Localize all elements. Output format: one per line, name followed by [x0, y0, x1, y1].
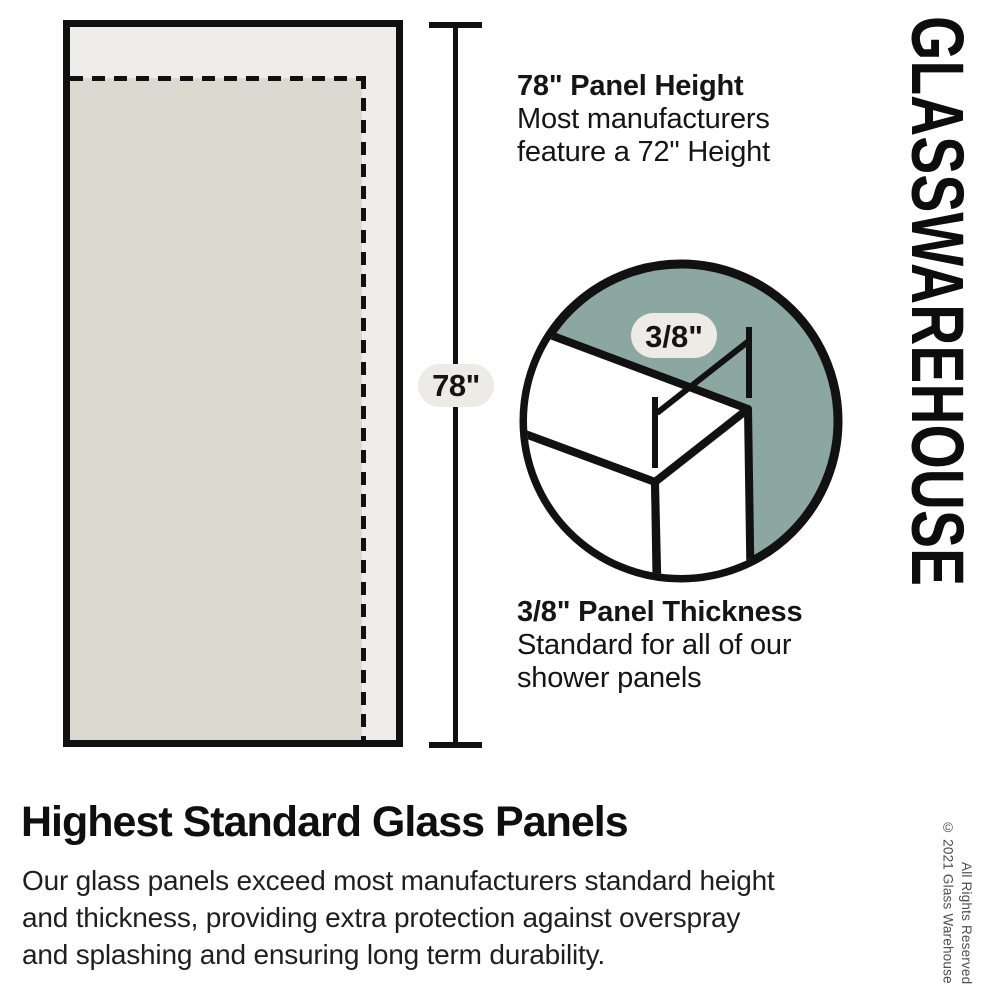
height-annotation-line1: Most manufacturers [517, 103, 770, 135]
description-line2: and thickness, providing extra protectio… [22, 902, 741, 933]
height-annotation-title: 78" Panel Height [517, 70, 744, 102]
height-annotation: 78" Panel Height Most manufacturers feat… [517, 70, 770, 169]
standard-72in-panel-region [70, 78, 362, 740]
copyright-line1: © 2021 Glass Warehouse [940, 820, 956, 984]
dimension-cap-top [429, 22, 482, 28]
thickness-value-label: 3/8" [645, 319, 703, 354]
thickness-annotation-title: 3/8" Panel Thickness [517, 596, 803, 628]
glass-panel-diagram [63, 20, 403, 747]
height-annotation-line2: feature a 72" Height [517, 136, 770, 168]
description-line3: and splashing and ensuring long term dur… [22, 939, 605, 970]
thickness-annotation: 3/8" Panel Thickness Standard for all of… [517, 596, 803, 695]
standard-width-dashed-line [361, 76, 366, 740]
description-line1: Our glass panels exceed most manufacture… [22, 865, 775, 896]
thickness-value-badge [631, 313, 717, 358]
description-paragraph: Our glass panels exceed most manufacture… [22, 862, 775, 973]
thickness-circle-illustration: 3/8" [519, 259, 843, 583]
dimension-cap-bottom [429, 742, 482, 748]
brand-wordmark: GLASSWAREHOUSE [896, 16, 979, 586]
brand-wordmark-text: GLASSWAREHOUSE [896, 16, 979, 586]
thickness-annotation-line1: Standard for all of our [517, 629, 792, 661]
thickness-leader-line [655, 337, 752, 416]
height-value-badge: 78" [418, 364, 494, 407]
standard-height-dashed-line [70, 76, 366, 81]
copyright-line2: All Rights Reserved [959, 861, 974, 984]
page-title: Highest Standard Glass Panels [21, 798, 629, 846]
panel-side-face [651, 405, 755, 575]
copyright-notice: © 2021 Glass Warehouse All Rights Reserv… [938, 798, 975, 984]
thickness-annotation-line2: shower panels [517, 662, 702, 694]
